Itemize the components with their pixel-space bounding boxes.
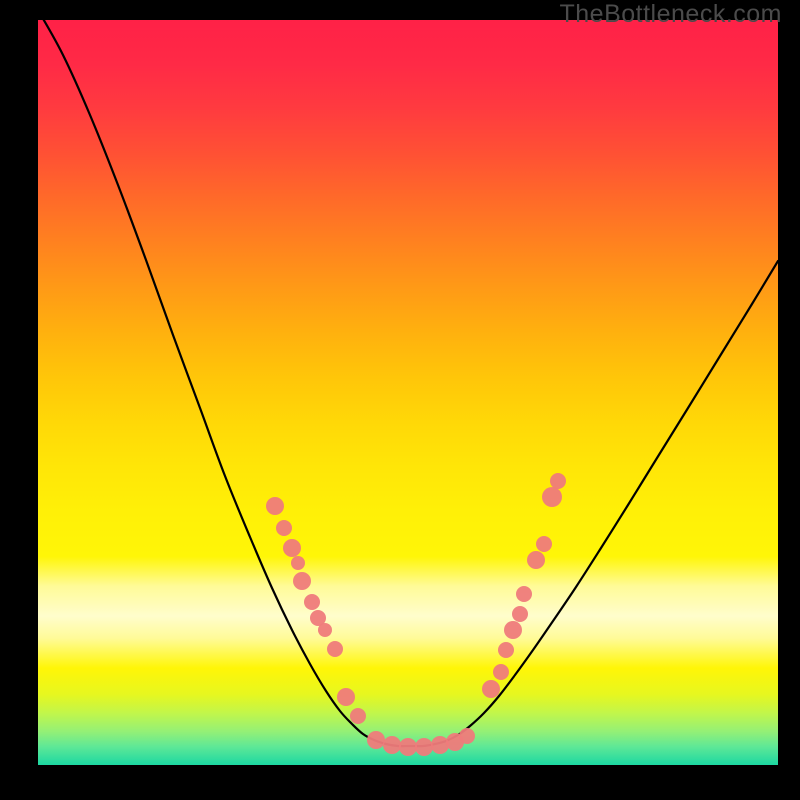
watermark-text: TheBottleneck.com — [560, 0, 783, 29]
curve-marker — [504, 621, 522, 639]
curve-marker — [527, 551, 545, 569]
plot-background — [38, 20, 778, 765]
curve-marker — [493, 664, 509, 680]
curve-marker — [318, 623, 332, 637]
curve-marker — [399, 738, 417, 756]
curve-marker — [293, 572, 311, 590]
stage: TheBottleneck.com — [0, 0, 800, 800]
curve-marker — [304, 594, 320, 610]
curve-marker — [512, 606, 528, 622]
curve-marker — [383, 736, 401, 754]
curve-marker — [482, 680, 500, 698]
curve-marker — [367, 731, 385, 749]
curve-marker — [415, 738, 433, 756]
curve-marker — [283, 539, 301, 557]
curve-marker — [431, 736, 449, 754]
curve-marker — [337, 688, 355, 706]
curve-marker — [350, 708, 366, 724]
curve-marker — [266, 497, 284, 515]
curve-marker — [536, 536, 552, 552]
curve-marker — [516, 586, 532, 602]
curve-marker — [550, 473, 566, 489]
curve-marker — [459, 728, 475, 744]
curve-marker — [276, 520, 292, 536]
curve-marker — [327, 641, 343, 657]
curve-marker — [498, 642, 514, 658]
curve-marker — [291, 556, 305, 570]
plot-svg — [0, 0, 800, 800]
curve-marker — [542, 487, 562, 507]
